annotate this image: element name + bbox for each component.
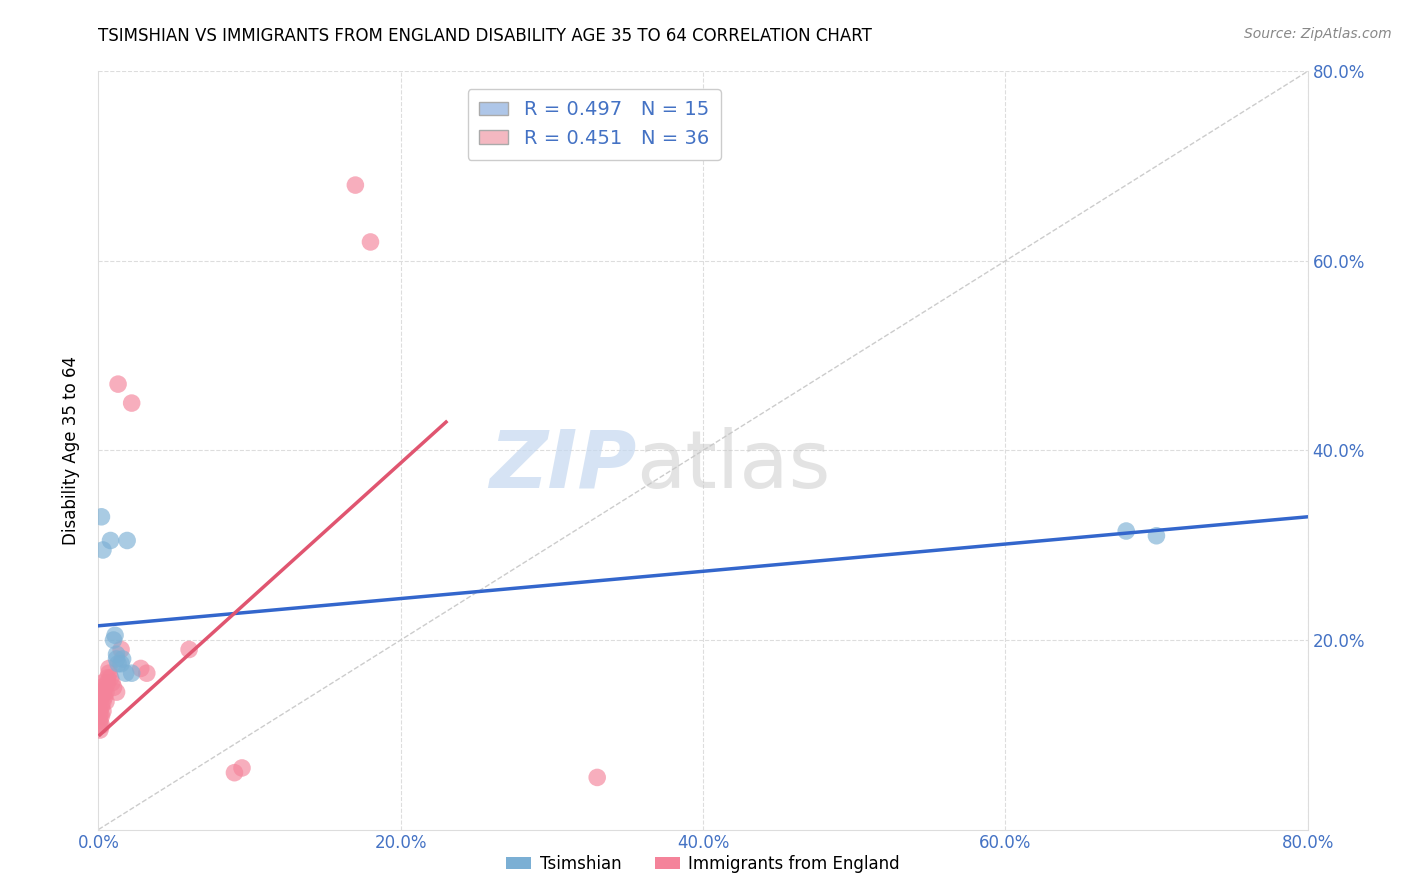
Point [89, 708, 111, 723]
Point [179, 642, 201, 657]
Point [91, 685, 114, 699]
Point [344, 178, 367, 193]
Text: Source: ZipAtlas.com: Source: ZipAtlas.com [1244, 27, 1392, 41]
Point [105, 647, 128, 661]
Text: ZIP: ZIP [489, 426, 637, 505]
Point [107, 657, 129, 671]
Point [360, 235, 382, 249]
Point [90, 718, 112, 732]
Point [90, 699, 112, 714]
Point [121, 666, 143, 681]
Legend: Tsimshian, Immigrants from England: Tsimshian, Immigrants from England [499, 848, 907, 880]
Text: TSIMSHIAN VS IMMIGRANTS FROM ENGLAND DISABILITY AGE 35 TO 64 CORRELATION CHART: TSIMSHIAN VS IMMIGRANTS FROM ENGLAND DIS… [98, 27, 872, 45]
Point [104, 628, 127, 642]
Point [96, 671, 118, 685]
Text: atlas: atlas [637, 426, 831, 505]
Point [103, 633, 125, 648]
Point [98, 661, 121, 675]
Y-axis label: Disability Age 35 to 64: Disability Age 35 to 64 [62, 356, 80, 545]
Point [93, 690, 115, 704]
Point [1115, 524, 1137, 538]
Point [100, 533, 122, 548]
Point [129, 661, 152, 675]
Point [90, 708, 112, 723]
Point [94, 695, 117, 709]
Point [89, 704, 111, 718]
Legend: R = 0.497   N = 15, R = 0.451   N = 36: R = 0.497 N = 15, R = 0.451 N = 36 [468, 88, 721, 160]
Point [135, 666, 157, 681]
Point [586, 771, 609, 785]
Point [103, 681, 125, 695]
Point [107, 377, 129, 392]
Point [96, 675, 118, 690]
Point [89, 714, 111, 728]
Point [110, 657, 132, 671]
Point [98, 666, 121, 681]
Point [114, 666, 136, 681]
Point [91, 704, 114, 718]
Point [105, 652, 128, 666]
Point [121, 396, 143, 410]
Point [100, 671, 122, 685]
Point [105, 685, 128, 699]
Point [1144, 529, 1167, 543]
Point [90, 681, 112, 695]
Point [110, 642, 132, 657]
Point [91, 675, 114, 690]
Point [94, 685, 117, 699]
Point [90, 509, 112, 524]
Point [89, 718, 111, 732]
Point [231, 761, 253, 775]
Point [101, 675, 124, 690]
Point [90, 690, 112, 704]
Point [91, 543, 114, 558]
Point [91, 695, 114, 709]
Point [93, 682, 115, 697]
Point [111, 652, 134, 666]
Point [115, 533, 138, 548]
Point [224, 765, 246, 780]
Point [89, 723, 111, 737]
